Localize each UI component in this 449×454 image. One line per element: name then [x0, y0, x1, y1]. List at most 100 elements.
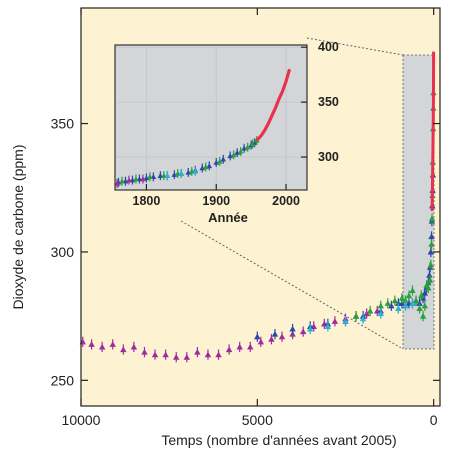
inset-data-point: [206, 161, 213, 171]
inset-series: [164, 166, 199, 181]
main-data-point: [421, 300, 429, 311]
x-tick-label: 5000: [242, 412, 273, 428]
inset-y-tick-label: 400: [318, 40, 339, 54]
main-data-point: [427, 246, 435, 258]
main-ticks: 10000 5000 0 250 300 350: [51, 8, 440, 428]
inset-data-point: [140, 174, 146, 184]
main-data-point: [257, 336, 265, 347]
main-data-point: [391, 295, 399, 306]
inset-data-point: [114, 178, 120, 188]
main-data-point: [352, 311, 360, 322]
main-data-point: [366, 305, 374, 317]
x-axis-title: Temps (nombre d'années avant 2005): [161, 432, 396, 448]
main-data-point: [88, 339, 95, 350]
main-data-point: [418, 290, 425, 301]
main-data-point: [120, 344, 127, 355]
main-data-point: [162, 349, 169, 360]
zoom-line-bottom: [180, 220, 404, 350]
inset-grid: [115, 45, 307, 190]
main-data-point: [225, 344, 233, 355]
main-data-point: [236, 341, 243, 353]
main-data-point: [299, 326, 307, 337]
main-data-point: [377, 308, 384, 319]
inset-data-point: [192, 166, 199, 176]
highlight-box: [402, 54, 435, 350]
main-data-point: [425, 282, 432, 294]
inset-data-point: [133, 174, 139, 184]
main-data-point: [254, 331, 261, 342]
main-data-point: [419, 311, 427, 322]
main-data-point: [268, 334, 275, 345]
main-data-point: [409, 298, 416, 309]
inset-x-tick-label: 1800: [133, 194, 161, 208]
main-series: [79, 305, 381, 363]
inset-data-point: [237, 147, 244, 157]
main-data-point: [247, 341, 254, 353]
y-tick-label: 350: [51, 116, 75, 132]
inset-y-tick-label: 300: [318, 150, 339, 164]
main-data-point: [289, 323, 296, 335]
main-data-point: [151, 349, 159, 360]
inset-data-point: [230, 150, 237, 160]
main-data-point: [173, 352, 180, 363]
main-data-point: [402, 300, 409, 311]
main-data-point: [409, 285, 416, 296]
inset-x-axis-title: Année: [208, 210, 248, 225]
main-data-point: [141, 346, 148, 358]
inset-series-line: [255, 68, 292, 142]
zoom-line-top: [306, 37, 404, 56]
main-series: [352, 87, 437, 322]
inset-y-tick-label: 350: [318, 95, 339, 109]
main-data-point: [388, 300, 395, 311]
main-data-marks: [79, 51, 437, 363]
main-data-point: [384, 298, 392, 309]
inset-ticks: 1800 1900 2000 300 350 400: [133, 40, 339, 208]
inset-data-point: [178, 169, 185, 179]
main-data-point: [194, 346, 201, 358]
y-axis-title: Dioxyde de carbone (ppm): [10, 145, 26, 310]
inset-data-point: [249, 139, 256, 149]
main-data-point: [412, 295, 420, 306]
main-data-point: [428, 213, 436, 224]
main-data-point: [271, 328, 279, 340]
inset-data-point: [119, 176, 125, 186]
main-data-point: [342, 316, 349, 327]
main-data-point: [398, 293, 406, 304]
main-series: [307, 298, 416, 335]
main-data-point: [427, 259, 435, 270]
main-data-point: [331, 316, 339, 327]
main-data-point: [183, 352, 190, 363]
main-data-point: [363, 308, 370, 319]
main-series-line: [430, 51, 436, 211]
inset-data-point: [126, 175, 132, 185]
main-data-point: [359, 313, 367, 324]
inset-x-tick-label: 1900: [202, 194, 230, 208]
main-data-point: [428, 239, 435, 250]
main-data-point: [130, 341, 138, 353]
inset-data-point: [220, 154, 227, 164]
main-data-point: [395, 303, 402, 314]
inset-data-point: [147, 172, 153, 182]
inset-data-point: [244, 142, 251, 152]
x-tick-label: 0: [430, 412, 438, 428]
main-data-point: [324, 321, 332, 332]
inset-data-point: [216, 156, 223, 166]
inset-data-point: [164, 171, 171, 181]
inset-frame: [114, 44, 308, 191]
main-data-point: [307, 323, 314, 335]
main-series: [430, 51, 436, 211]
main-data-point: [278, 331, 286, 342]
main-data-point: [215, 349, 222, 360]
inset-plot-area: [114, 44, 308, 191]
inset-series: [114, 174, 146, 188]
main-data-point: [204, 349, 212, 360]
inset-x-tick-label: 2000: [272, 194, 300, 208]
main-data-point: [426, 275, 434, 286]
plot-frame: [80, 7, 441, 407]
x-tick-label: 10000: [62, 412, 101, 428]
inset-series: [255, 68, 292, 142]
inset-data-marks: [114, 68, 292, 188]
main-data-point: [109, 339, 116, 350]
main-data-point: [98, 341, 106, 353]
